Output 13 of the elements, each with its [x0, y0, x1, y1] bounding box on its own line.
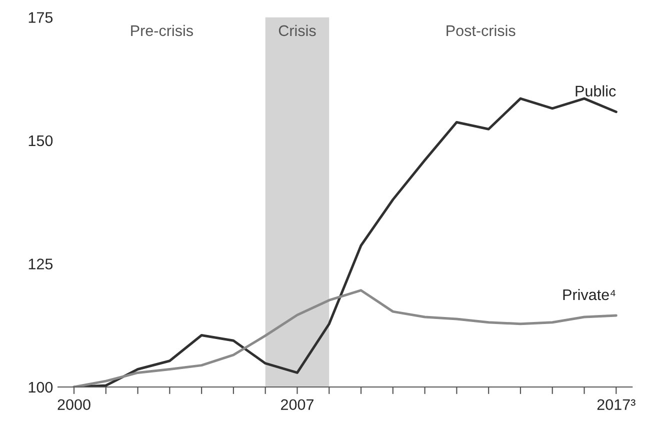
series-label: Private⁴: [563, 288, 616, 300]
y-tick-label: 150: [28, 135, 53, 146]
y-tick-label: 100: [28, 382, 53, 393]
x-tick-label: 2017³: [597, 399, 636, 410]
line-series: [72, 289, 618, 387]
y-tick-label: 175: [28, 12, 53, 23]
x-tick-label: 2000: [58, 399, 90, 410]
annotation: Pre-crisis: [131, 24, 193, 36]
annotation: Post-crisis: [446, 24, 516, 36]
series-label: Public: [576, 85, 616, 97]
band-label: Crisis: [278, 24, 316, 36]
y-tick-label: 125: [28, 258, 53, 270]
x-tick-label: 2007: [281, 399, 314, 410]
